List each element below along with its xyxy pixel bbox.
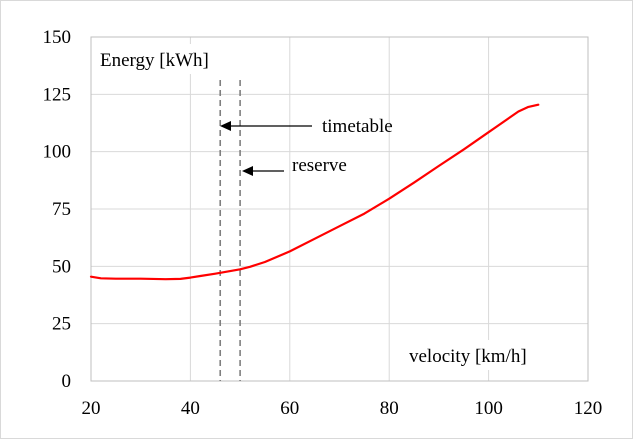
y-tick-labels: 0 25 50 75 100 125 150: [43, 27, 72, 392]
x-tick-labels: 20 40 60 80 100 120: [82, 398, 603, 419]
x-axis-title: velocity [km/h]: [409, 346, 527, 367]
x-tick-label-5: 120: [574, 398, 603, 419]
y-tick-label-6: 150: [43, 27, 72, 48]
x-tick-label-3: 80: [380, 398, 399, 419]
annotation-reserve: reserve: [292, 155, 347, 176]
grid-lines: [90, 36, 589, 382]
y-tick-label-5: 125: [43, 84, 72, 105]
y-axis-title: Energy [kWh]: [100, 50, 209, 71]
series-group: [89, 103, 540, 281]
y-tick-label-1: 25: [52, 314, 71, 335]
ylabel-background: [96, 44, 248, 74]
x-tick-label-0: 20: [82, 398, 101, 419]
x-tick-label-2: 60: [280, 398, 299, 419]
y-tick-label-0: 0: [62, 371, 72, 392]
x-tick-label-4: 100: [474, 398, 503, 419]
annotations-group: timetable reserve: [220, 116, 393, 176]
xlabel-background: [402, 340, 580, 370]
y-tick-label-4: 100: [43, 142, 72, 163]
y-tick-label-3: 75: [52, 199, 71, 220]
x-tick-label-1: 40: [181, 398, 200, 419]
annotation-timetable: timetable: [322, 116, 393, 137]
series-line-0: [89, 103, 540, 281]
timetable-arrow-head: [220, 121, 231, 131]
plot-area-border: [90, 36, 589, 382]
reference-lines: [219, 80, 241, 381]
y-tick-label-2: 50: [52, 256, 71, 277]
reserve-arrow-head: [242, 166, 253, 176]
